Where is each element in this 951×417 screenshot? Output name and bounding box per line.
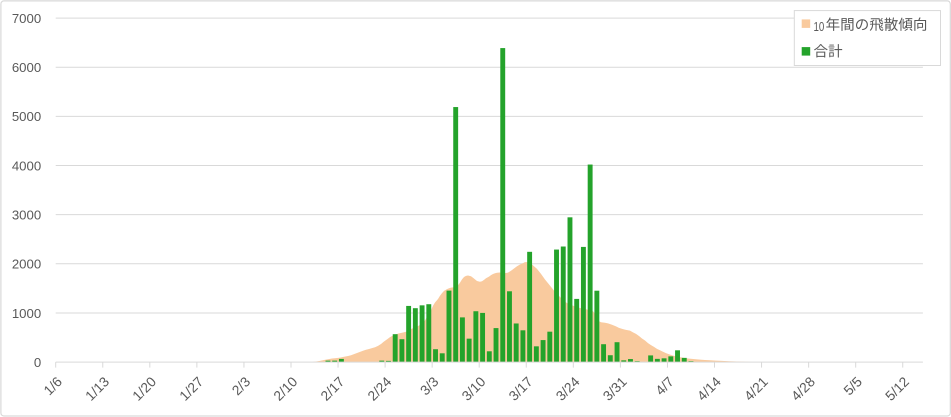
svg-text:3000: 3000 [12, 207, 41, 222]
svg-text:7000: 7000 [12, 11, 41, 26]
svg-text:6000: 6000 [12, 60, 41, 75]
svg-text:1000: 1000 [12, 306, 41, 321]
svg-text:5000: 5000 [12, 109, 41, 124]
svg-text:2000: 2000 [12, 257, 41, 272]
svg-text:0: 0 [34, 355, 41, 370]
svg-text:4000: 4000 [12, 158, 41, 173]
svg-text:10: 10 [814, 19, 825, 34]
